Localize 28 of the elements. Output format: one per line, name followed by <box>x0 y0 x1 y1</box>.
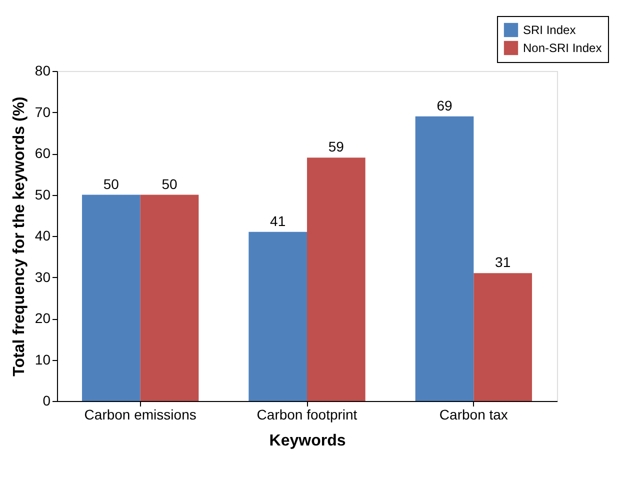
data-label: 31 <box>495 254 511 270</box>
data-label: 69 <box>436 97 452 114</box>
data-label: 59 <box>328 138 344 155</box>
y-tick-label: 30 <box>34 268 51 285</box>
y-tick-label: 10 <box>34 351 51 368</box>
y-tick-label: 20 <box>34 310 51 326</box>
y-tick-label: 60 <box>34 145 51 161</box>
bar <box>474 273 532 401</box>
y-tick-label: 80 <box>34 62 51 78</box>
bar <box>415 116 474 401</box>
bar <box>140 194 199 401</box>
x-axis-title: Keywords <box>269 432 346 450</box>
bar <box>82 194 140 401</box>
x-tick-label: Carbon footprint <box>256 406 358 422</box>
bar <box>248 232 307 401</box>
x-tick-label: Carbon emissions <box>84 406 196 422</box>
y-tick-label: 70 <box>34 104 51 120</box>
x-tick-label: Carbon tax <box>439 406 508 422</box>
y-axis-title: Total frequency for the keywords (%) <box>10 96 28 376</box>
y-tick-label: 40 <box>34 228 51 244</box>
data-label: 50 <box>103 176 120 192</box>
data-label: 41 <box>270 212 286 229</box>
y-tick-label: 0 <box>42 392 51 408</box>
data-label: 50 <box>162 176 178 192</box>
bar <box>307 158 366 401</box>
y-tick-label: 50 <box>34 186 51 202</box>
legend-label: SRI Index <box>523 23 576 37</box>
legend-label: Non-SRI Index <box>523 41 602 55</box>
